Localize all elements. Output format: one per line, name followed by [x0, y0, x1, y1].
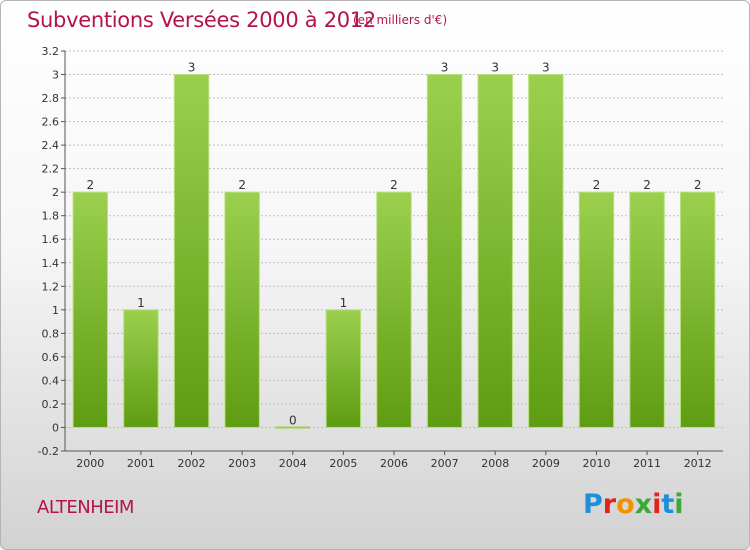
y-tick-label: -0.2 — [38, 445, 59, 458]
logo-letter: P — [583, 489, 603, 520]
x-tick-label: 2004 — [279, 457, 307, 470]
logo-letter: t — [661, 489, 675, 520]
data-label: 1 — [137, 296, 145, 310]
bars — [72, 74, 716, 429]
x-tick-label: 2008 — [481, 457, 509, 470]
y-tick-label: 0.6 — [42, 351, 60, 364]
logo-letter: i — [674, 489, 684, 520]
y-tick-label: 1.2 — [42, 280, 60, 293]
data-label: 3 — [491, 61, 499, 75]
data-label: 3 — [441, 61, 449, 75]
y-tick-label: 2.6 — [42, 116, 60, 129]
y-tick-label: 2.2 — [42, 163, 60, 176]
data-label: 2 — [643, 178, 651, 192]
bar — [123, 309, 159, 428]
logo-letter: o — [616, 489, 635, 520]
bar — [224, 191, 260, 428]
y-tick-label: 0.8 — [42, 327, 60, 340]
x-tick-label: 2001 — [127, 457, 155, 470]
bar — [578, 191, 615, 428]
axes: -0.2 0 0.2 0.4 0.6 0.8 1 1.2 1.4 1.6 1.8 2 2.2 2.4 2.6… — [38, 45, 723, 470]
data-label: 3 — [188, 61, 196, 75]
data-label: 2 — [238, 178, 246, 192]
x-tick-label: 2009 — [532, 457, 560, 470]
x-tick-label: 2007 — [431, 457, 459, 470]
x-tick-label: 2003 — [228, 457, 256, 470]
data-label: 2 — [593, 178, 601, 192]
y-tick-label: 1.6 — [42, 233, 60, 246]
x-tick-label: 2002 — [178, 457, 206, 470]
town-name: ALTENHEIM — [37, 497, 134, 518]
bar — [72, 191, 109, 428]
y-tick-label: 0 — [52, 421, 59, 434]
data-label: 2 — [390, 178, 398, 192]
chart-title: Subventions Versées 2000 à 2012 — [27, 8, 376, 32]
y-tick-label: 3.2 — [42, 45, 60, 58]
y-tick-label: 2 — [52, 186, 59, 199]
y-tick-label: 0.4 — [42, 374, 60, 387]
chart-subtitle: (en milliers d'€) — [353, 13, 448, 27]
y-tick-label: 2.4 — [42, 139, 60, 152]
y-tick-label: 1 — [52, 304, 59, 317]
logo-letter: x — [634, 489, 653, 520]
y-tick-label: 1.4 — [42, 257, 60, 270]
y-tick-label: 0.2 — [42, 398, 60, 411]
data-label: 2 — [86, 178, 94, 192]
bar — [528, 74, 564, 428]
y-tick-label: 1.8 — [42, 210, 60, 223]
data-label: 0 — [289, 413, 297, 427]
y-tick-label: 2.8 — [42, 92, 60, 105]
bar — [173, 74, 210, 428]
data-label: 3 — [542, 61, 550, 75]
x-tick-label: 2011 — [633, 457, 661, 470]
logo-letter: i — [652, 489, 662, 520]
bar — [376, 191, 412, 428]
x-tick-label: 2005 — [329, 457, 357, 470]
x-tick-label: 2006 — [380, 457, 408, 470]
data-label: 1 — [340, 296, 348, 310]
x-tick-label: 2000 — [76, 457, 104, 470]
x-tick-label: 2012 — [684, 457, 712, 470]
y-tick-label: 3 — [52, 69, 59, 82]
bar — [679, 191, 716, 428]
x-tick-label: 2010 — [582, 457, 610, 470]
logo-letter: r — [602, 489, 617, 520]
data-labels: 2 1 3 2 0 1 2 3 3 3 2 2 2 — [86, 61, 701, 428]
proxiti-logo[interactable]: Proxiti — [583, 489, 684, 520]
bar — [325, 309, 362, 428]
bar — [426, 74, 463, 428]
bar — [477, 74, 513, 428]
bar — [629, 191, 665, 428]
data-label: 2 — [694, 178, 702, 192]
